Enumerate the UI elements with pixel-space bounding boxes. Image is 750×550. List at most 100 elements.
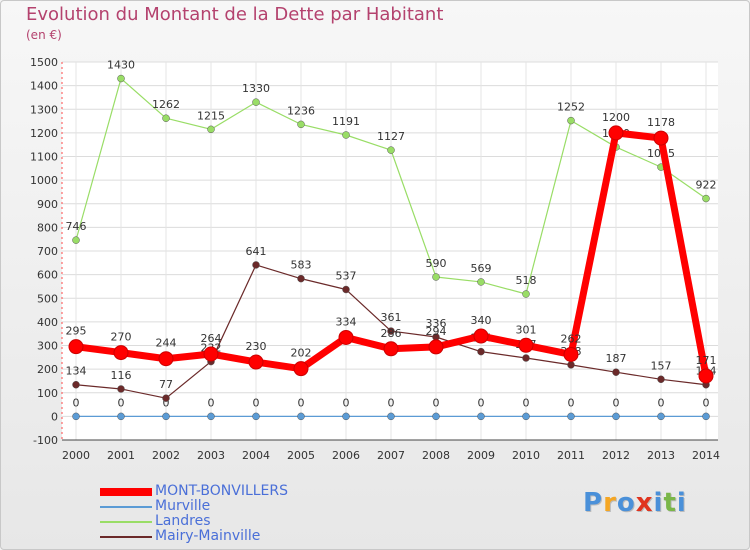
data-label-mont-bonvillers: 1200: [602, 111, 630, 124]
y-tick-label: 1300: [30, 103, 58, 116]
data-label-mairy-mainville: 116: [111, 369, 132, 382]
logo-letter: t: [663, 488, 677, 518]
data-label-mont-bonvillers: 301: [516, 323, 537, 336]
x-tick-label: 2010: [512, 449, 540, 462]
data-point-mairy-mainville: [387, 327, 395, 335]
y-tick-label: 800: [37, 221, 58, 234]
y-tick-label: 300: [37, 340, 58, 353]
data-label-murville: 0: [658, 396, 665, 409]
data-point-landres: [432, 273, 440, 281]
data-point-landres: [387, 146, 395, 154]
y-tick-label: 1400: [30, 80, 58, 93]
data-point-mont-bonvillers: [383, 341, 399, 357]
legend-swatch: [100, 521, 152, 523]
data-label-landres: 1127: [377, 130, 405, 143]
data-label-mont-bonvillers: 334: [336, 315, 357, 328]
data-label-landres: 746: [66, 220, 87, 233]
data-point-murville: [162, 412, 170, 421]
data-point-murville: [207, 412, 215, 421]
data-label-murville: 0: [388, 396, 395, 409]
data-point-murville: [702, 412, 710, 421]
y-tick-label: 200: [37, 363, 58, 376]
data-point-mairy-mainville: [297, 274, 305, 283]
data-label-mairy-mainville: 361: [381, 311, 402, 324]
data-label-mairy-mainville: 187: [606, 352, 627, 365]
data-point-mont-bonvillers: [293, 361, 309, 377]
data-label-murville: 0: [523, 396, 530, 409]
y-tick-label: 600: [37, 269, 58, 282]
data-label-landres: 1430: [107, 59, 135, 72]
data-point-murville: [72, 412, 80, 421]
legend-label: Landres: [155, 513, 211, 529]
data-label-murville: 0: [343, 396, 350, 409]
y-tick-label: -100: [33, 434, 58, 447]
legend-swatch: [100, 488, 152, 496]
data-label-landres: 1252: [557, 101, 585, 114]
data-label-murville: 0: [163, 396, 170, 409]
data-point-mont-bonvillers: [68, 339, 84, 355]
data-point-mairy-mainville: [657, 375, 665, 384]
data-label-landres: 1215: [197, 109, 225, 122]
data-point-murville: [612, 412, 620, 421]
x-tick-label: 2004: [242, 449, 270, 462]
data-label-mairy-mainville: 537: [336, 270, 357, 283]
data-point-mont-bonvillers: [608, 125, 624, 141]
legend-label: Murville: [155, 498, 211, 514]
x-tick-label: 2013: [647, 449, 675, 462]
data-label-landres: 1262: [152, 98, 180, 111]
data-label-landres: 1191: [332, 115, 360, 128]
data-label-mont-bonvillers: 264: [201, 332, 222, 345]
data-label-mont-bonvillers: 270: [111, 331, 132, 344]
data-point-mont-bonvillers: [653, 130, 669, 146]
data-point-mairy-mainville: [567, 361, 575, 369]
data-point-mairy-mainville: [162, 394, 170, 402]
y-tick-label: 0: [51, 410, 58, 423]
unit-label: (en €): [26, 28, 62, 42]
logo-letter: i: [653, 488, 664, 518]
data-label-murville: 0: [73, 396, 80, 409]
data-label-mont-bonvillers: 286: [381, 327, 402, 340]
data-label-mairy-mainville: 583: [291, 259, 312, 272]
y-tick-label: 1200: [30, 127, 58, 140]
data-point-mont-bonvillers: [158, 351, 174, 367]
x-tick-label: 2008: [422, 449, 450, 462]
data-label-murville: 0: [613, 396, 620, 409]
x-tick-label: 2011: [557, 449, 585, 462]
data-point-mairy-mainville: [612, 368, 620, 376]
data-label-mont-bonvillers: 244: [156, 337, 177, 350]
data-point-landres: [477, 278, 485, 286]
data-point-mont-bonvillers: [428, 339, 444, 355]
x-tick-label: 2007: [377, 449, 405, 462]
data-point-landres: [207, 125, 215, 134]
proxiti-logo: Proxiti: [583, 488, 687, 518]
x-tick-label: 2014: [692, 449, 720, 462]
logo-letter: i: [676, 488, 687, 518]
data-label-landres: 569: [471, 262, 492, 275]
data-point-mont-bonvillers: [248, 354, 264, 370]
data-point-mairy-mainville: [342, 285, 350, 294]
data-label-mont-bonvillers: 202: [291, 347, 312, 360]
logo-letter: P: [583, 488, 604, 518]
data-point-murville: [567, 412, 575, 421]
data-label-landres: 590: [426, 257, 447, 270]
data-label-murville: 0: [568, 396, 575, 409]
data-label-landres: 1236: [287, 104, 315, 117]
x-tick-label: 2002: [152, 449, 180, 462]
data-label-murville: 0: [298, 396, 305, 409]
data-point-mairy-mainville: [477, 347, 485, 356]
data-point-mont-bonvillers: [698, 368, 714, 384]
data-label-mont-bonvillers: 230: [246, 340, 267, 353]
data-label-murville: 0: [433, 396, 440, 409]
x-tick-label: 2001: [107, 449, 135, 462]
data-point-landres: [522, 290, 530, 298]
data-label-murville: 0: [118, 396, 125, 409]
data-label-mairy-mainville: 641: [246, 245, 267, 258]
data-point-murville: [117, 412, 125, 421]
data-point-mont-bonvillers: [473, 328, 489, 344]
y-tick-label: 500: [37, 292, 58, 305]
x-tick-label: 2012: [602, 449, 630, 462]
data-point-landres: [342, 131, 350, 139]
data-point-murville: [477, 412, 485, 421]
data-label-mont-bonvillers: 340: [471, 314, 492, 327]
legend-swatch: [100, 506, 152, 508]
